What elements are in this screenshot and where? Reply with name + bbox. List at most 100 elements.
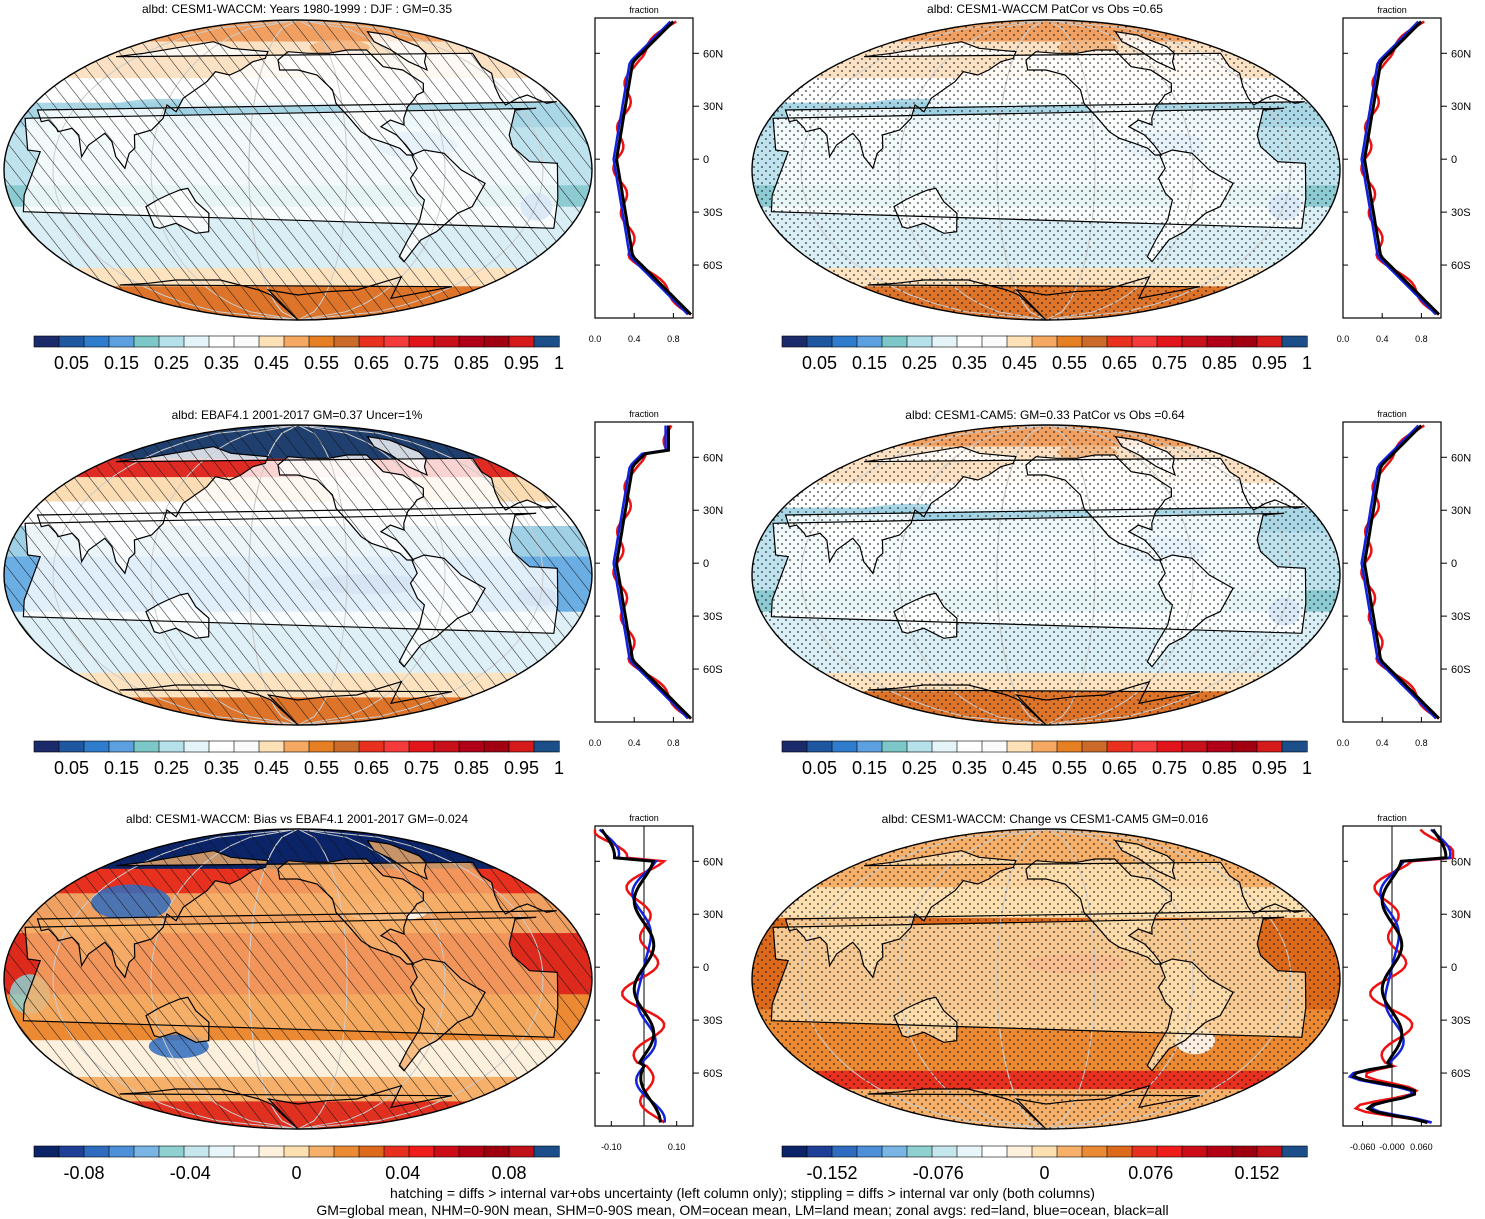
colorbar-swatch xyxy=(956,335,983,348)
colorbar-label: 0.65 xyxy=(1102,353,1137,373)
colorbar-label: 0.85 xyxy=(454,758,489,778)
colorbar-swatch xyxy=(1231,740,1258,753)
colorbar-swatch xyxy=(856,740,883,753)
colorbar-swatch xyxy=(83,740,110,753)
profile-line-ocean xyxy=(1347,828,1452,1124)
colorbar-p1: 0.05 0.15 0.25 0.35 0.45 0.55 0.65 0.75 0.85 0.95… xyxy=(33,335,565,373)
footer-line-2: GM=global mean, NHM=0-90N mean, SHM=0-90… xyxy=(316,1202,1169,1218)
colorbar-swatch xyxy=(408,740,435,753)
colorbar-swatch xyxy=(533,740,560,753)
colorbar-label: 0.45 xyxy=(254,353,289,373)
colorbar-label: 0.95 xyxy=(504,758,539,778)
colorbar-label: 0.95 xyxy=(1252,353,1287,373)
colorbar-swatch xyxy=(1081,1145,1108,1158)
colorbar-label: 0.55 xyxy=(1052,758,1087,778)
colorbar-swatch xyxy=(183,740,210,753)
colorbar-p5: -0.08 -0.04 0 0.04 0.08 xyxy=(33,1145,560,1183)
colorbar-label: 0.35 xyxy=(952,758,987,778)
value-tick-label: 0.8 xyxy=(1415,334,1428,344)
colorbar-label: 0.85 xyxy=(454,353,489,373)
colorbar-label: 0.25 xyxy=(154,758,189,778)
colorbar-swatch xyxy=(1281,1145,1308,1158)
colorbar-swatch xyxy=(283,740,310,753)
zonal-profile-p4: fraction 60N 30N 0 30S 60S 0.0 0.4 0.8 xyxy=(1337,409,1471,748)
colorbar-swatch xyxy=(781,740,808,753)
colorbar-swatch xyxy=(408,1145,435,1158)
colorbar-swatch xyxy=(956,1145,983,1158)
colorbar-swatch xyxy=(1131,740,1158,753)
map-p1 xyxy=(3,19,593,321)
colorbar-swatch xyxy=(806,335,833,348)
colorbar-swatch xyxy=(108,335,135,348)
colorbar-swatch xyxy=(1081,740,1108,753)
colorbar-swatch xyxy=(1156,1145,1183,1158)
colorbar-swatch xyxy=(1131,335,1158,348)
colorbar-swatch xyxy=(906,335,933,348)
colorbar-swatch xyxy=(881,335,908,348)
colorbar-swatch xyxy=(508,335,535,348)
lat-tick-label: 30N xyxy=(1451,505,1471,517)
profile-line-land xyxy=(1360,424,1440,720)
profile-line-all xyxy=(1363,424,1440,720)
colorbar-label: 0.55 xyxy=(1052,353,1087,373)
panel-title-p2: albd: CESM1-WACCM PatCor vs Obs =0.65 xyxy=(927,2,1163,16)
colorbar-label: 0.15 xyxy=(852,758,887,778)
profile-title: fraction xyxy=(1377,5,1407,15)
lat-tick-label: 0 xyxy=(1451,558,1457,570)
colorbar-swatch xyxy=(1056,740,1083,753)
colorbar-swatch xyxy=(158,1145,185,1158)
value-tick-label: 0.0 xyxy=(589,334,602,344)
profile-line-all xyxy=(1351,828,1448,1124)
colorbar-swatch xyxy=(208,1145,235,1158)
colorbar-swatch xyxy=(283,1145,310,1158)
colorbar-swatch xyxy=(433,1145,460,1158)
colorbar-label: 0.35 xyxy=(204,758,239,778)
colorbar-label: 0.75 xyxy=(1152,758,1187,778)
colorbar-swatch xyxy=(133,335,160,348)
value-tick-label: 0.10 xyxy=(668,1142,686,1152)
lat-tick-label: 30S xyxy=(1451,207,1471,219)
colorbar-label: 0.25 xyxy=(902,353,937,373)
colorbar-swatch xyxy=(433,740,460,753)
colorbar-swatch xyxy=(1106,1145,1133,1158)
colorbar-swatch xyxy=(1056,335,1083,348)
colorbar-label: 0.05 xyxy=(54,758,89,778)
colorbar-label: 0.35 xyxy=(204,353,239,373)
lat-tick-label: 60S xyxy=(1451,260,1471,272)
colorbar-label: 0.25 xyxy=(154,353,189,373)
lat-tick-label: 0 xyxy=(1451,154,1457,166)
lat-tick-label: 30N xyxy=(703,909,723,921)
colorbar-label: 0 xyxy=(291,1163,301,1183)
lat-tick-label: 60S xyxy=(703,260,723,272)
profile-line-ocean xyxy=(612,425,689,720)
value-tick-label: -0.060 xyxy=(1350,1142,1376,1152)
value-tick-label: 0.0 xyxy=(1337,738,1350,748)
lat-tick-label: 0 xyxy=(703,962,709,974)
colorbar-label: 0.95 xyxy=(1252,758,1287,778)
colorbar-swatch xyxy=(1056,1145,1083,1158)
colorbar-label: 0.55 xyxy=(304,758,339,778)
colorbar-swatch xyxy=(158,335,185,348)
colorbar-swatch xyxy=(856,335,883,348)
colorbar-label: 0.08 xyxy=(491,1163,526,1183)
profile-title: fraction xyxy=(629,409,659,419)
lat-tick-label: 60N xyxy=(703,856,723,868)
lat-tick-label: 30N xyxy=(1451,101,1471,113)
colorbar-swatch xyxy=(533,335,560,348)
colorbar-label: 0.05 xyxy=(802,758,837,778)
colorbar-swatch xyxy=(483,740,510,753)
profile-line-ocean xyxy=(1360,20,1437,316)
colorbar-swatch xyxy=(358,740,385,753)
colorbar-label: 0.95 xyxy=(504,353,539,373)
colorbar-swatch xyxy=(83,1145,110,1158)
panel-title-p1: albd: CESM1-WACCM: Years 1980-1999 : DJF… xyxy=(141,2,453,16)
profile-title: fraction xyxy=(629,813,659,823)
colorbar-swatch xyxy=(183,1145,210,1158)
colorbar-p6: -0.152 -0.076 0 0.076 0.152 xyxy=(781,1145,1308,1183)
colorbar-swatch xyxy=(58,1145,85,1158)
colorbar-swatch xyxy=(931,335,958,348)
colorbar-swatch xyxy=(1256,335,1283,348)
colorbar-label: 0.55 xyxy=(304,353,339,373)
colorbar-swatch xyxy=(1206,1145,1233,1158)
colorbar-swatch xyxy=(383,740,410,753)
